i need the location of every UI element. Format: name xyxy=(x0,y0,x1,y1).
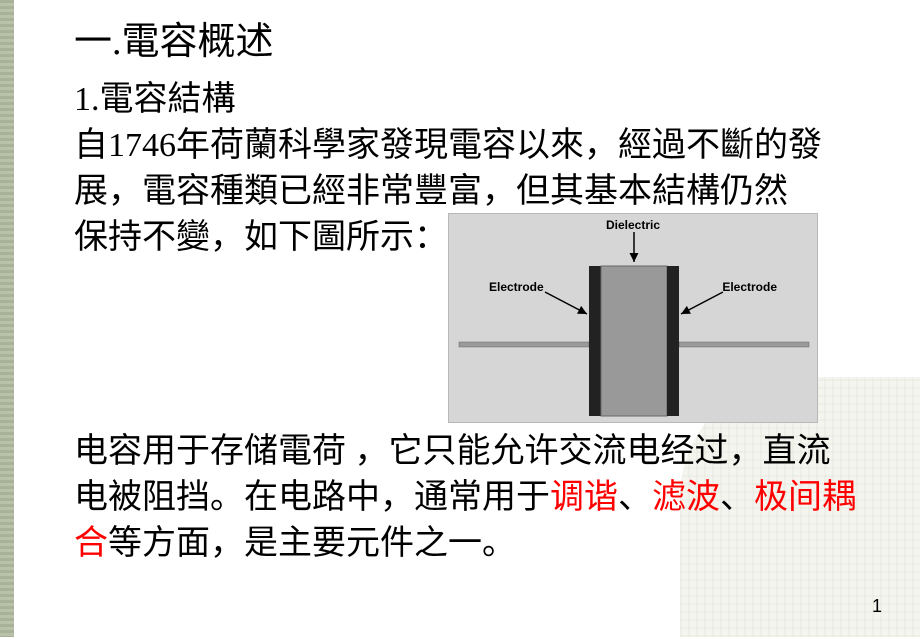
paragraph-1b: 保持不變，如下圖所示： xyxy=(74,215,448,261)
subheading: 1.電容結構 xyxy=(74,77,860,123)
paragraph-1a: 自1746年荷蘭科學家發現電容以來，經過不斷的發展，電容種類已經非常豐富，但其基… xyxy=(74,123,860,215)
lead-left xyxy=(459,342,589,347)
p2-sep-2: 、 xyxy=(720,479,754,516)
electrode-left xyxy=(589,266,601,416)
diagram-row: 保持不變，如下圖所示： Dielectric Electrode Electro… xyxy=(74,215,860,423)
heading-1: 一.電容概述 xyxy=(74,18,860,67)
capacitor-diagram: Dielectric Electrode Electrode xyxy=(448,213,818,423)
dielectric xyxy=(601,266,667,416)
page-number: 1 xyxy=(872,596,882,617)
electrode-right xyxy=(667,266,679,416)
p2-sep-1: 、 xyxy=(618,479,652,516)
capacitor-svg xyxy=(449,214,819,424)
p2-red-1: 调谐 xyxy=(550,479,618,516)
paragraph-2: 电容用于存储電荷 ，它只能允许交流电经过，直流电被阻挡。在电路中，通常用于调谐、… xyxy=(74,429,860,567)
arrow-electrode-right xyxy=(681,292,723,314)
slide-content: 一.電容概述 1.電容結構 自1746年荷蘭科學家發現電容以來，經過不斷的發展，… xyxy=(0,0,920,567)
p2-text-2: 等方面，是主要元件之一。 xyxy=(108,525,516,562)
lead-right xyxy=(679,342,809,347)
p2-red-2: 滤波 xyxy=(652,479,720,516)
arrow-electrode-left xyxy=(545,292,587,314)
